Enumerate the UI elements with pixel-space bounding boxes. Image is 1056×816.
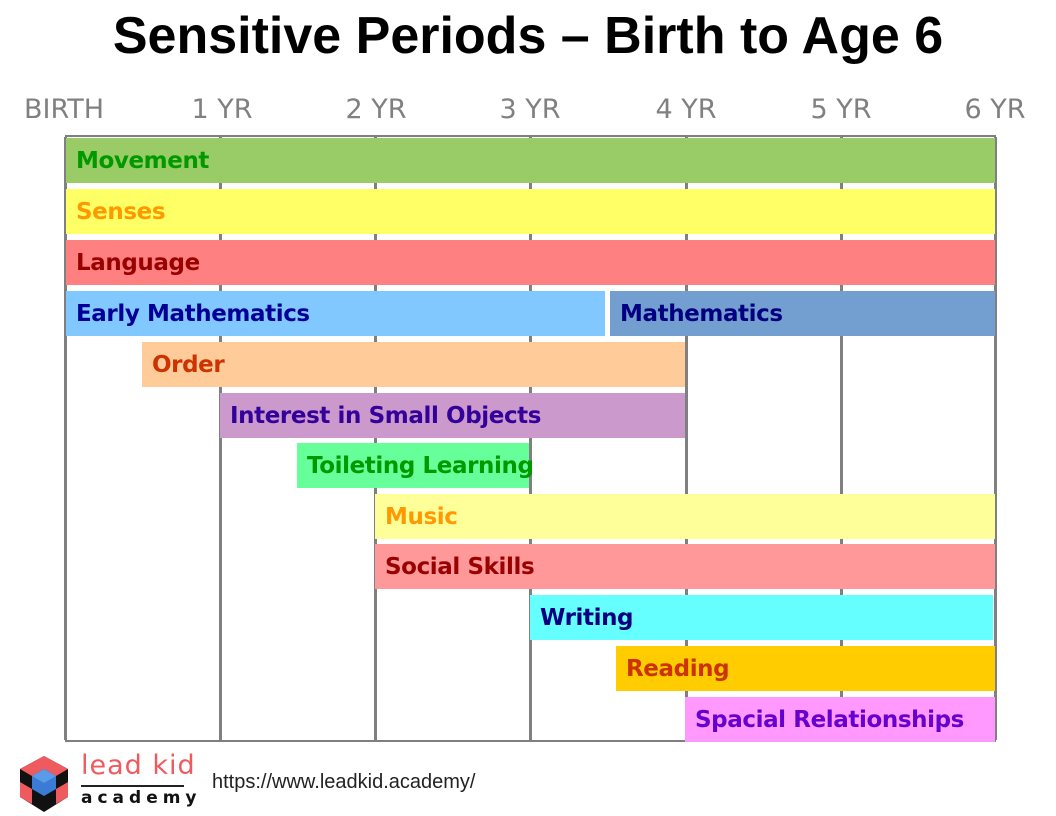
bar-interest-small-objects: Interest in Small Objects xyxy=(220,393,685,438)
bar-spacial-relationships: Spacial Relationships xyxy=(685,697,995,742)
bar-reading: Reading xyxy=(616,646,995,691)
gantt-chart: Movement Senses Language Early Mathemati… xyxy=(64,135,997,742)
chart-title: Sensitive Periods – Birth to Age 6 xyxy=(112,7,944,65)
axis-tick-birth: BIRTH xyxy=(23,94,105,125)
bar-label: Mathematics xyxy=(620,300,783,327)
bar-label: Movement xyxy=(76,147,210,174)
axis-tick-3yr: 3 YR xyxy=(499,94,561,125)
gridline-3yr xyxy=(529,137,532,740)
bar-music: Music xyxy=(375,494,995,539)
bar-social-skills: Social Skills xyxy=(375,544,995,589)
gridline-4yr xyxy=(685,137,688,740)
bar-order: Order xyxy=(142,342,685,387)
axis-tick-4yr: 4 YR xyxy=(655,94,717,125)
gridline-2yr xyxy=(374,137,377,740)
bar-language: Language xyxy=(66,240,995,285)
bar-mathematics: Mathematics xyxy=(610,291,995,336)
gridline-1yr xyxy=(219,137,222,740)
axis-tick-5yr: 5 YR xyxy=(810,94,872,125)
bar-label: Language xyxy=(76,249,200,276)
gridline-6yr xyxy=(994,137,997,740)
website-url[interactable]: https://www.leadkid.academy/ xyxy=(212,771,476,793)
bar-label: Spacial Relationships xyxy=(695,706,964,733)
bar-senses: Senses xyxy=(66,189,995,234)
gridline-5yr xyxy=(840,137,843,740)
brand-lead-text: lead xyxy=(81,750,143,781)
gridline-birth xyxy=(64,137,67,740)
bar-label: Order xyxy=(152,351,225,378)
bar-movement: Movement xyxy=(66,138,995,183)
brand-name-bottom: academy xyxy=(81,788,202,808)
brand-name-top: lead kid xyxy=(81,752,196,779)
bar-label: Reading xyxy=(626,655,730,682)
bar-label: Music xyxy=(385,503,458,530)
lead-kid-cube-logo-icon xyxy=(20,756,68,812)
brand-divider xyxy=(81,785,184,787)
bar-toileting-learning: Toileting Learning xyxy=(297,443,534,488)
brand-kid-text: kid xyxy=(152,750,196,781)
axis-tick-6yr: 6 YR xyxy=(964,94,1026,125)
bar-label: Senses xyxy=(76,198,166,225)
bar-label: Social Skills xyxy=(385,553,535,580)
bar-early-mathematics: Early Mathematics xyxy=(66,291,605,336)
bar-label: Toileting Learning xyxy=(307,452,534,479)
bar-label: Writing xyxy=(540,604,634,631)
bar-label: Early Mathematics xyxy=(76,300,310,327)
bar-writing: Writing xyxy=(530,595,993,640)
axis-tick-1yr: 1 YR xyxy=(191,94,253,125)
axis-tick-2yr: 2 YR xyxy=(345,94,407,125)
bar-label: Interest in Small Objects xyxy=(230,402,542,429)
